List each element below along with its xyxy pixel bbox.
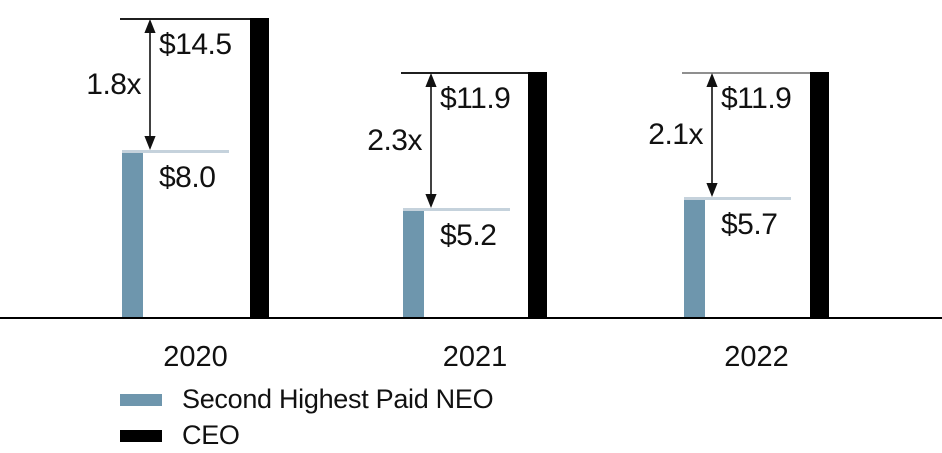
ceo-value-label-2022: $11.9 bbox=[721, 82, 792, 115]
ratio-arrow-2020 bbox=[142, 19, 158, 150]
year-label-2020: 2020 bbox=[163, 341, 228, 373]
legend-swatch-ceo bbox=[120, 429, 162, 442]
ceo-bar-2021 bbox=[528, 72, 547, 317]
ratio-arrow-2022 bbox=[704, 73, 720, 197]
neo-bar-2022 bbox=[684, 199, 705, 317]
ceo-value-label-2020: $14.5 bbox=[159, 28, 232, 61]
ceo-top-line-2021 bbox=[401, 72, 528, 74]
ceo-bar-2022 bbox=[810, 72, 829, 317]
ceo-bar-2020 bbox=[250, 18, 269, 317]
legend-item-ceo: CEO bbox=[120, 420, 240, 451]
ratio-label-2022: 2.1x bbox=[648, 118, 703, 151]
neo-top-line-2022 bbox=[684, 197, 791, 200]
year-label-2022: 2022 bbox=[724, 341, 789, 373]
neo-bar-2020 bbox=[122, 152, 143, 317]
x-axis-line bbox=[0, 317, 942, 319]
neo-bar-2021 bbox=[403, 210, 424, 317]
neo-top-line-2020 bbox=[122, 150, 229, 153]
neo-value-label-2021: $5.2 bbox=[440, 219, 497, 252]
legend-label-neo: Second Highest Paid NEO bbox=[182, 384, 494, 414]
ratio-label-2021: 2.3x bbox=[367, 123, 422, 157]
year-label-2021: 2021 bbox=[442, 341, 508, 373]
legend-label-ceo: CEO bbox=[182, 420, 240, 450]
ceo-top-line-2022 bbox=[682, 72, 810, 74]
neo-top-line-2021 bbox=[403, 208, 510, 211]
ceo-value-label-2021: $11.9 bbox=[440, 82, 511, 115]
neo-value-label-2020: $8.0 bbox=[159, 161, 216, 194]
ratio-arrow-2021 bbox=[423, 73, 439, 208]
ratio-label-2020: 1.8x bbox=[86, 67, 141, 101]
ceo-top-line-2020 bbox=[120, 18, 250, 20]
neo-value-label-2022: $5.7 bbox=[721, 208, 778, 241]
legend-item-neo: Second Highest Paid NEO bbox=[120, 384, 494, 415]
legend-swatch-neo bbox=[120, 393, 162, 406]
